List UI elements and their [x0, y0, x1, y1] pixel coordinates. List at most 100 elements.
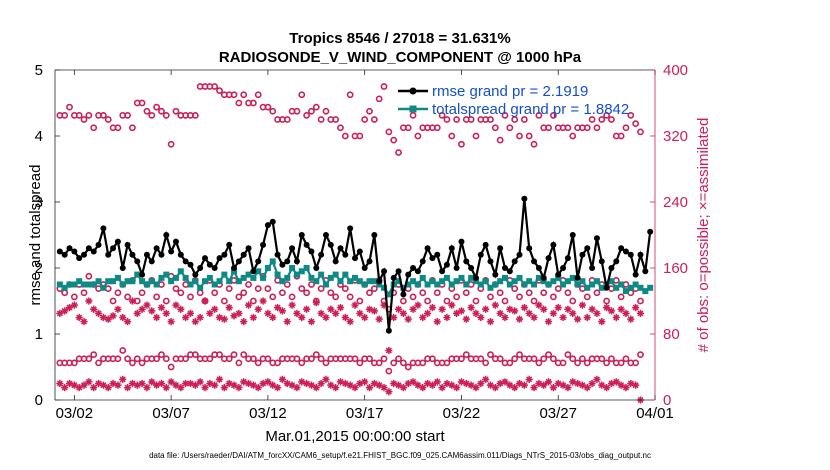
y-axis-right-label: # of obs: o=possible; ×=assimilated	[695, 118, 712, 353]
obs-assimilated-mid-point	[278, 307, 287, 315]
obs-possible-mid-point	[279, 289, 286, 297]
rmse-point	[487, 258, 494, 265]
obs-assimilated-low-point	[346, 381, 354, 389]
rmse-point	[71, 248, 78, 255]
rmse-point	[134, 258, 141, 265]
obs-assimilated-mid-point	[264, 309, 272, 317]
footnote-data-file: data file: /Users/raeder/DAI/ATM_forcXX/…	[149, 451, 651, 460]
obs-possible-mid-point	[264, 285, 272, 293]
rmse-point	[458, 238, 465, 245]
obs-possible-upper-point	[535, 111, 543, 119]
totalspread-point	[71, 281, 78, 288]
obs-possible-upper-point	[603, 111, 611, 119]
rmse-point	[264, 222, 271, 229]
obs-assimilated-mid-point	[90, 305, 98, 313]
obs-assimilated-mid-point	[525, 309, 533, 317]
obs-assimilated-low-point	[530, 384, 538, 392]
rmse-point	[516, 251, 523, 258]
obs-assimilated-low-point	[254, 384, 262, 392]
totalspread-point	[627, 284, 634, 291]
obs-assimilated-mid-point	[453, 309, 461, 317]
obs-possible-upper-point	[235, 99, 243, 107]
obs-assimilated-low-point	[273, 384, 282, 392]
obs-assimilated-low-point	[128, 379, 137, 388]
obs-possible-upper-point	[588, 116, 596, 123]
totalspread-point	[303, 265, 310, 271]
obs-assimilated-mid-point	[259, 297, 267, 305]
totalspread-point	[269, 258, 276, 265]
obs-possible-low-point	[167, 363, 175, 371]
totalspread-point	[100, 284, 107, 291]
obs-possible-low-point	[206, 355, 214, 363]
rmse-point	[192, 271, 199, 278]
obs-assimilated-low-point	[235, 384, 243, 392]
rmse-point	[618, 245, 625, 252]
obs-possible-upper-point	[293, 107, 301, 115]
obs-possible-mid-point	[433, 289, 441, 297]
obs-assimilated-low-point	[380, 384, 388, 392]
obs-assimilated-mid-point	[603, 304, 611, 312]
obs-assimilated-mid-point	[80, 318, 88, 326]
obs-assimilated-mid-point	[370, 307, 378, 315]
obs-possible-low-point	[574, 359, 581, 367]
rmse-point	[274, 251, 281, 258]
obs-possible-low-point	[603, 359, 611, 367]
totalspread-point	[255, 268, 262, 275]
obs-assimilated-low-point	[70, 381, 78, 389]
obs-possible-low-point	[404, 363, 412, 371]
obs-assimilated-low-point	[443, 379, 451, 388]
obs-possible-mid-point	[462, 289, 470, 297]
obs-possible-low-point	[322, 359, 330, 367]
obs-assimilated-low-point	[303, 379, 311, 388]
obs-assimilated-mid-point	[540, 305, 548, 313]
obs-possible-low-point	[191, 351, 199, 359]
rmse-point	[622, 248, 629, 255]
obs-possible-upper-point	[390, 136, 398, 144]
obs-assimilated-mid-point	[515, 315, 524, 323]
obs-assimilated-low-point	[375, 381, 383, 389]
rmse-point	[226, 241, 233, 248]
obs-assimilated-mid-point	[138, 305, 146, 313]
rmse-point	[531, 258, 538, 265]
obs-assimilated-low-point	[603, 384, 611, 392]
totalspread-point	[322, 281, 329, 288]
obs-assimilated-mid-point	[365, 305, 374, 313]
obs-assimilated-low-point	[588, 379, 596, 388]
totalspread-point	[81, 281, 88, 288]
obs-possible-low-point	[496, 355, 504, 363]
obs-possible-mid-point	[245, 281, 252, 288]
rmse-point	[506, 268, 513, 275]
obs-assimilated-low-point	[520, 381, 528, 389]
obs-possible-low-point	[598, 355, 606, 363]
obs-assimilated-low-point	[123, 384, 132, 392]
obs-possible-upper-point	[191, 111, 199, 119]
obs-assimilated-mid-point	[211, 305, 219, 313]
obs-assimilated-low-point	[419, 384, 427, 392]
obs-assimilated-low-point	[593, 375, 601, 383]
totalspread-point	[458, 274, 465, 281]
obs-assimilated-low-point	[462, 379, 470, 388]
totalspread-point	[114, 274, 121, 281]
legend-rmse-marker	[409, 87, 417, 95]
totalspread-point	[105, 278, 112, 285]
obs-assimilated-low-point	[215, 375, 224, 383]
rmse-point	[308, 248, 315, 255]
obs-assimilated-low-point	[133, 381, 141, 389]
rmse-point	[545, 255, 552, 262]
obs-assimilated-low-point	[80, 381, 88, 389]
obs-possible-mid-point	[240, 289, 248, 297]
obs-assimilated-low-point	[114, 381, 122, 389]
totalspread-point	[531, 281, 538, 288]
obs-possible-upper-point	[211, 83, 219, 90]
obs-assimilated-low-point	[559, 381, 567, 389]
totalspread-point	[448, 281, 455, 288]
obs-possible-mid-point	[409, 293, 417, 301]
totalspread-point	[569, 274, 576, 281]
obs-possible-upper-point	[143, 107, 151, 115]
obs-possible-mid-point	[516, 293, 523, 301]
obs-assimilated-low-point	[148, 378, 156, 386]
obs-possible-upper-point	[317, 116, 325, 123]
rmse-point	[66, 245, 73, 252]
obs-assimilated-low-point	[94, 379, 103, 388]
totalspread-point	[361, 281, 368, 288]
